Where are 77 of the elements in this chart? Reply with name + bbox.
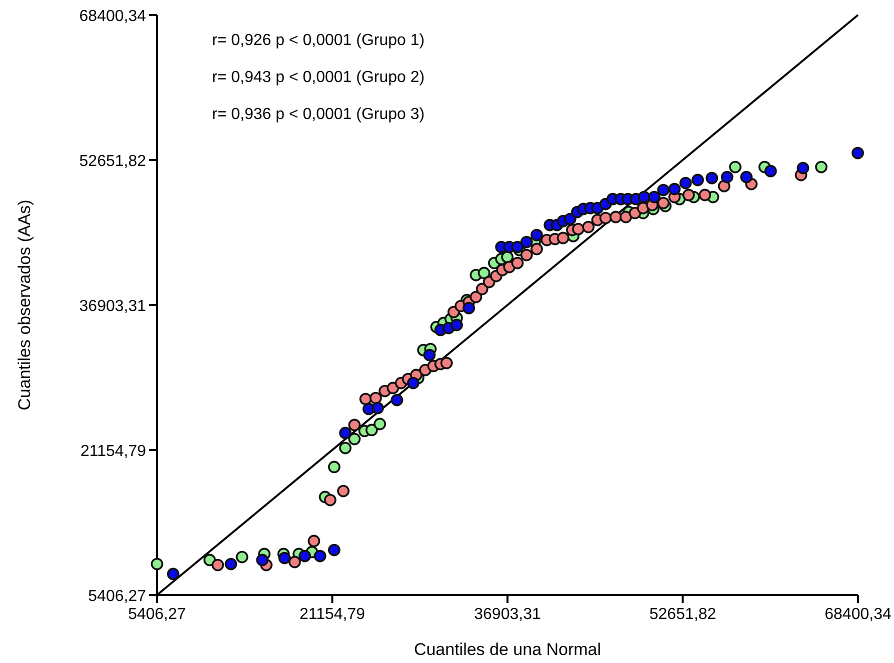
point [166,568,180,580]
point [348,432,361,446]
point [470,290,482,304]
point [692,174,704,186]
point [668,182,681,196]
point [638,190,650,204]
point [520,236,533,248]
y-tick-label: 68400,34 [79,8,146,25]
point [423,348,436,362]
x-tick-label: 5406,27 [128,606,186,623]
point [348,418,361,432]
x-tick-label: 36903,31 [474,606,541,623]
point [339,442,352,454]
y-axis-title: Cuantiles observados (AAs) [15,200,34,410]
x-axis-title: Cuantiles de una Normal [414,640,602,659]
point [236,550,248,564]
point [288,556,301,568]
point [698,188,712,202]
point [370,392,382,404]
point [796,162,810,174]
point [407,376,420,390]
point [308,534,320,548]
point [511,256,524,270]
point [476,282,488,296]
point [564,212,576,226]
x-tick-label: 21154,79 [299,606,366,623]
point [657,196,670,210]
point [374,418,386,430]
point [530,228,543,242]
point [720,170,734,184]
point [324,494,336,506]
point [328,460,340,474]
point [852,146,864,160]
annotation: r= 0,943 p < 0,0001 (Grupo 2) [212,69,425,86]
point [390,394,404,406]
point [366,424,378,436]
point [582,220,595,234]
point [462,302,476,314]
point [256,554,269,566]
point [450,318,463,332]
point [150,558,164,570]
point [657,184,670,196]
annotation: r= 0,926 p < 0,0001 (Grupo 1) [212,32,425,49]
point [224,558,238,570]
point [648,190,660,204]
point [314,550,326,562]
point [682,188,695,202]
point [572,222,584,236]
point [337,484,350,498]
point [706,172,718,184]
point [511,240,524,254]
point [599,212,612,224]
y-tick-label: 21154,79 [80,443,146,460]
point [339,426,352,440]
point [740,170,753,184]
point [729,160,742,174]
point [556,232,570,244]
point [764,164,777,178]
y-tick-label: 5406,27 [88,588,146,605]
point [212,558,224,572]
point [372,402,384,414]
point [620,210,632,224]
point [328,544,340,556]
point [530,242,543,256]
y-tick-label: 36903,31 [79,298,146,315]
y-tick-label: 52651,82 [79,153,146,170]
point [478,266,490,280]
point [298,550,312,562]
point [440,356,453,370]
point [679,176,692,190]
point [815,160,828,174]
point [278,552,291,564]
x-tick-label: 52651,82 [649,606,716,623]
annotation: r= 0,936 p < 0,0001 (Grupo 3) [212,106,425,123]
point [520,248,533,262]
x-tick-label: 68400,34 [824,606,892,623]
point [610,210,622,224]
